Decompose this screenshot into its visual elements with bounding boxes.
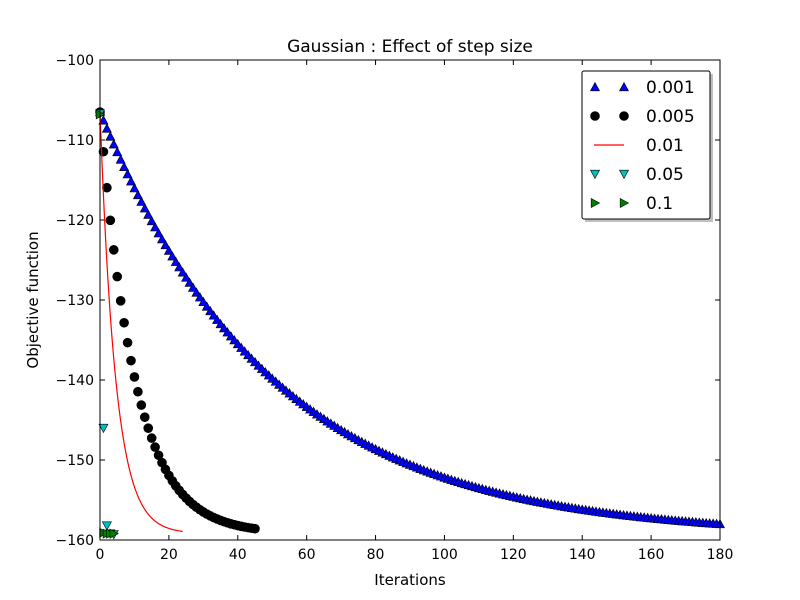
data-point: [101, 123, 112, 133]
y-axis-label: Objective function: [24, 231, 42, 368]
data-point: [112, 271, 123, 282]
legend-label: 0.001: [646, 78, 695, 98]
x-tick-label: 120: [500, 547, 527, 563]
x-tick-label: 160: [638, 547, 665, 563]
data-point: [167, 251, 178, 261]
data-point: [129, 372, 140, 382]
data-point: [108, 245, 119, 255]
data-point: [112, 146, 123, 157]
data-point: [108, 139, 119, 149]
data-point: [105, 131, 116, 141]
x-tick-label: 80: [367, 547, 385, 563]
data-point: [109, 528, 119, 539]
data-point: [191, 287, 202, 297]
data-point: [150, 221, 161, 232]
data-point: [194, 292, 205, 302]
data-point: [122, 337, 133, 348]
legend-item: 0.1: [590, 194, 673, 214]
data-point: [98, 423, 109, 434]
legend-marker: [619, 111, 629, 121]
y-tick-label: −130: [56, 293, 94, 309]
x-tick-label: 40: [229, 547, 247, 563]
data-point: [101, 521, 112, 531]
legend-marker: [590, 111, 600, 121]
series-0.01: [99, 111, 183, 533]
data-point: [115, 296, 126, 306]
data-point: [102, 182, 112, 193]
legend-label: 0.1: [646, 194, 673, 214]
data-point: [160, 239, 171, 250]
y-tick-label: −140: [56, 373, 94, 389]
legend-marker: [590, 197, 601, 209]
data-point: [119, 161, 130, 172]
axes-ticks: 0 20 40 60 80 100 120 140 160 180 −160 −150 −140 −130…: [56, 53, 734, 563]
legend-marker: [589, 169, 601, 180]
data-point: [125, 176, 137, 186]
legend-marker: [618, 169, 630, 180]
series-0.005: [95, 107, 260, 534]
data-point: [181, 272, 192, 282]
legend-item: 0.01: [594, 136, 684, 156]
data-point: [105, 215, 116, 226]
y-tick-label: −120: [56, 213, 94, 229]
legend-marker: [589, 81, 601, 92]
data-point: [119, 317, 129, 328]
data-point: [174, 261, 185, 272]
x-axis-label: Iterations: [374, 571, 446, 589]
y-tick-label: −160: [56, 533, 94, 549]
data-point: [136, 196, 147, 206]
data-point: [184, 277, 195, 287]
data-point: [122, 168, 133, 179]
data-point: [146, 433, 157, 443]
data-point: [139, 412, 150, 422]
data-point: [115, 154, 126, 164]
data-point: [143, 209, 154, 219]
legend-item: 0.001: [589, 78, 695, 98]
legend-marker: [619, 197, 630, 209]
legend: 0.001 0.005 0.01 0.05 0.1: [581, 70, 713, 222]
data-point: [250, 523, 260, 534]
data-point: [150, 442, 160, 452]
data-point: [177, 267, 188, 277]
x-tick-label: 180: [707, 547, 734, 563]
data-point: [143, 423, 154, 433]
legend-label: 0.05: [646, 165, 684, 185]
data-point: [126, 355, 136, 366]
data-point: [146, 215, 157, 226]
data-point: [139, 203, 150, 213]
data-point: [136, 400, 147, 410]
y-tick-label: −110: [56, 133, 94, 149]
legend-item: 0.05: [589, 165, 684, 185]
data-point: [153, 228, 164, 238]
legend-item: 0.005: [590, 107, 695, 127]
data-point: [187, 282, 199, 292]
series-line: [99, 111, 183, 533]
x-tick-label: 100: [431, 547, 458, 563]
data-point: [163, 245, 174, 255]
legend-label: 0.01: [646, 136, 684, 156]
chart-title: Gaussian : Effect of step size: [287, 37, 533, 57]
plot-border: [99, 59, 721, 541]
legend-label: 0.005: [646, 107, 695, 127]
series-0.001: [94, 106, 726, 529]
data-point: [170, 256, 181, 266]
data-point: [156, 233, 168, 244]
legend-box: [581, 70, 711, 220]
y-tick-label: −150: [56, 453, 94, 469]
x-tick-label: 0: [96, 547, 105, 563]
series-layer: [94, 106, 726, 540]
x-tick-label: 60: [298, 547, 316, 563]
x-tick-label: 140: [569, 547, 596, 563]
data-point: [98, 115, 109, 125]
y-tick-label: −100: [56, 53, 94, 69]
data-point: [132, 189, 143, 200]
x-tick-label: 20: [160, 547, 178, 563]
data-point: [133, 386, 143, 397]
data-point: [129, 183, 140, 193]
legend-marker: [618, 81, 630, 92]
